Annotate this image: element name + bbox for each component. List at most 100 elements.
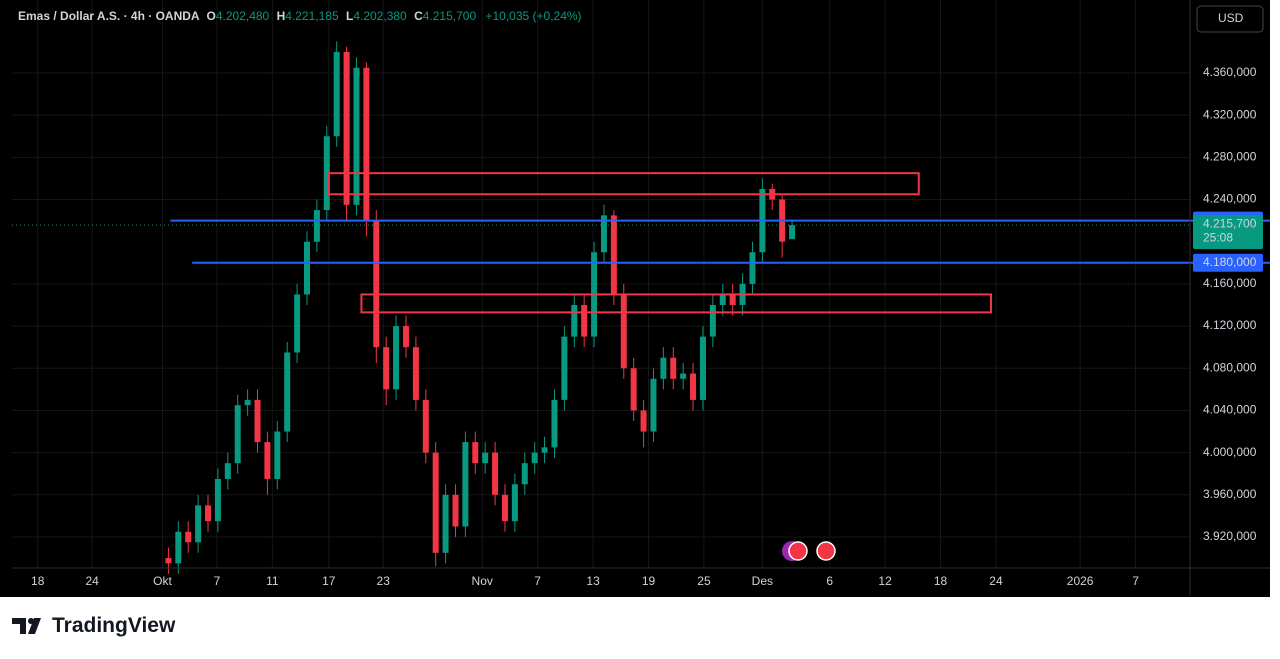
- candle-body: [521, 463, 528, 485]
- ohlc-value: 4.215,700: [423, 9, 477, 23]
- candle-body: [541, 447, 548, 453]
- y-tick-label: 4.000,000: [1203, 445, 1257, 459]
- symbol: Emas / Dollar A.S. · 4h · OANDA: [18, 9, 200, 23]
- x-tick-label: 25: [697, 574, 711, 588]
- candle-body: [363, 67, 370, 221]
- candle-body: [422, 399, 429, 453]
- candle-body: [284, 352, 291, 432]
- candle-body: [729, 294, 736, 305]
- chart: USD Emas / Dollar A.S. · 4h · OANDA O4.2…: [0, 0, 1270, 597]
- candle-body: [709, 304, 716, 337]
- candle-body: [195, 505, 202, 543]
- y-tick-label: 3.920,000: [1203, 529, 1257, 543]
- x-tick-label: 23: [377, 574, 391, 588]
- y-tick-label: 4.160,000: [1203, 276, 1257, 290]
- plot: [12, 0, 1270, 574]
- candle-body: [630, 368, 637, 411]
- candle-body: [432, 452, 439, 553]
- candle-body: [165, 558, 172, 564]
- candle-body: [442, 494, 449, 553]
- candle-body: [511, 484, 518, 522]
- x-tick-label: 18: [934, 574, 948, 588]
- x-tick-label: 24: [989, 574, 1003, 588]
- zone: [360, 293, 993, 314]
- countdown: 25:08: [1203, 230, 1233, 244]
- candle-body: [224, 463, 231, 479]
- x-tick-label: 18: [31, 574, 45, 588]
- y-tick-label: 4.120,000: [1203, 318, 1257, 332]
- candle-body: [175, 531, 182, 564]
- candle-body: [690, 373, 697, 400]
- candle-body: [244, 399, 251, 406]
- candle-body: [383, 347, 390, 390]
- candle-body: [402, 326, 409, 348]
- x-tick-label: Nov: [472, 574, 493, 588]
- currency[interactable]: USD: [1218, 11, 1244, 25]
- candle-body: [650, 378, 657, 432]
- candle-body: [353, 67, 360, 205]
- candle-body: [373, 220, 380, 348]
- candle-body: [254, 399, 261, 443]
- candle-body: [452, 494, 459, 527]
- x-tick-label: 2026: [1067, 574, 1094, 588]
- candle-body: [749, 252, 756, 284]
- candle-body: [313, 210, 320, 242]
- y-tick-label: 4.360,000: [1203, 65, 1257, 79]
- price-tag: [1193, 253, 1263, 272]
- change: +10,035 (+0,24%): [485, 9, 581, 23]
- x-tick-label: 24: [86, 574, 100, 588]
- candle-body: [205, 505, 212, 522]
- candle-body: [472, 442, 479, 464]
- currency-button[interactable]: [1196, 5, 1264, 33]
- candle-body: [264, 442, 271, 479]
- candle-body: [551, 399, 558, 448]
- x-tick-label: 7: [214, 574, 221, 588]
- x-tick-label: 12: [878, 574, 892, 588]
- brand-logo: [12, 618, 41, 634]
- candle-body: [274, 431, 281, 479]
- candle-body: [561, 336, 568, 400]
- candle-body: [492, 452, 499, 495]
- candle-body: [610, 215, 617, 295]
- chart-background: [0, 0, 1270, 597]
- candle-body: [600, 215, 607, 253]
- ohlc-value: 4.202,480: [216, 9, 270, 23]
- y-tick-label: 4.080,000: [1203, 360, 1257, 374]
- candle-body: [680, 373, 687, 379]
- x-tick-label: 19: [642, 574, 656, 588]
- candle-body: [234, 405, 241, 464]
- x-tick-label: 11: [266, 574, 279, 588]
- brand: TradingView: [12, 614, 175, 638]
- x-tick-label: 17: [322, 574, 336, 588]
- ohlc-key: H: [277, 9, 286, 23]
- candle-body: [581, 304, 588, 337]
- x-tick-label: Des: [752, 574, 773, 588]
- candle-body: [323, 136, 330, 211]
- candle-body: [482, 452, 489, 464]
- y-tick-label: 3.960,000: [1203, 487, 1257, 501]
- candle-body: [719, 294, 726, 305]
- ohlc-value: 4.202,380: [353, 9, 407, 23]
- y-tick-label: 4.320,000: [1203, 107, 1257, 121]
- candle-body: [214, 478, 221, 522]
- candle-body: [699, 336, 706, 400]
- event-icon[interactable]: [816, 541, 836, 561]
- ohlc-key: O: [207, 9, 216, 23]
- event-icon[interactable]: [788, 541, 808, 561]
- last-price-tag: [1193, 215, 1263, 250]
- y-tick-label: 4.040,000: [1203, 403, 1257, 417]
- candle-body: [620, 294, 627, 369]
- candle-body: [393, 326, 400, 390]
- candle-body: [343, 51, 350, 205]
- x-tick-label: 6: [826, 574, 833, 588]
- x-tick-label: 7: [1132, 574, 1139, 588]
- candle-body: [789, 225, 796, 240]
- candle-body: [640, 410, 647, 432]
- candle-body: [333, 51, 340, 137]
- ohlc-key: C: [414, 9, 423, 23]
- candle-body: [571, 304, 578, 337]
- last-price-label: 4.215,700: [1203, 216, 1257, 230]
- price-tag-label: 4.180,000: [1203, 255, 1257, 269]
- candle-body: [294, 294, 301, 353]
